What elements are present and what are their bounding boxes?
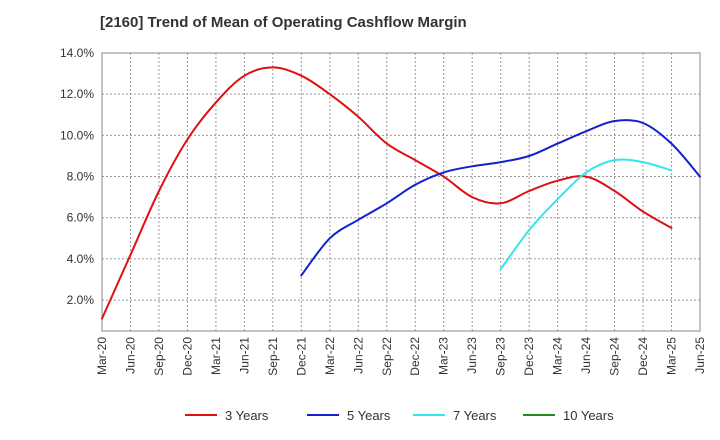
y-tick-label: 12.0%: [60, 87, 94, 101]
y-tick-label: 4.0%: [67, 252, 95, 266]
y-tick-label: 2.0%: [67, 293, 95, 307]
y-tick-label: 6.0%: [67, 211, 95, 225]
x-tick-label: Sep-21: [266, 337, 280, 376]
x-tick-label: Jun-20: [123, 337, 137, 374]
chart-title: [2160] Trend of Mean of Operating Cashfl…: [100, 14, 467, 31]
legend-label: 5 Years: [347, 408, 391, 423]
grid-layer: [101, 52, 701, 331]
x-tick-label: Dec-23: [522, 337, 536, 376]
x-tick-label: Mar-21: [209, 337, 223, 375]
series-layer: [101, 66, 701, 320]
x-tick-label: Mar-23: [437, 337, 451, 375]
x-tick-label: Dec-22: [408, 337, 422, 376]
x-tick-label: Jun-23: [465, 337, 479, 374]
x-tick-label: Dec-24: [636, 337, 650, 376]
series-line-7-years: [499, 158, 673, 271]
legend-label: 7 Years: [453, 408, 497, 423]
series-line-5-years: [300, 119, 701, 277]
x-tick-label: Jun-25: [693, 337, 707, 374]
axis-layer: 2.0% 4.0% 6.0% 8.0% 10.0% 12.0% 14.0% Mar-20 Jun…: [60, 46, 707, 376]
x-tick-label: Sep-24: [608, 337, 622, 376]
x-tick-label: Mar-20: [95, 337, 109, 375]
x-tick-label: Sep-20: [152, 337, 166, 376]
x-tick-label: Mar-22: [323, 337, 337, 375]
x-tick-label: Dec-20: [180, 337, 194, 376]
x-tick-label: Mar-24: [551, 337, 565, 375]
legend-label: 10 Years: [563, 408, 614, 423]
x-tick-label: Jun-21: [237, 337, 251, 374]
y-tick-label: 8.0%: [67, 170, 95, 184]
plot-border: [101, 52, 701, 332]
x-tick-label: Sep-22: [380, 337, 394, 376]
x-tick-label: Dec-21: [294, 337, 308, 376]
x-tick-label: Sep-23: [494, 337, 508, 376]
y-tick-label: 14.0%: [60, 46, 94, 60]
legend: 3 Years 5 Years 7 Years 10 Years: [185, 408, 614, 423]
series-line-3-years: [101, 66, 673, 320]
x-tick-label: Jun-24: [579, 337, 593, 374]
x-tick-label: Jun-22: [351, 337, 365, 374]
x-tick-label: Mar-25: [665, 337, 679, 375]
legend-label: 3 Years: [225, 408, 269, 423]
y-tick-label: 10.0%: [60, 128, 94, 142]
